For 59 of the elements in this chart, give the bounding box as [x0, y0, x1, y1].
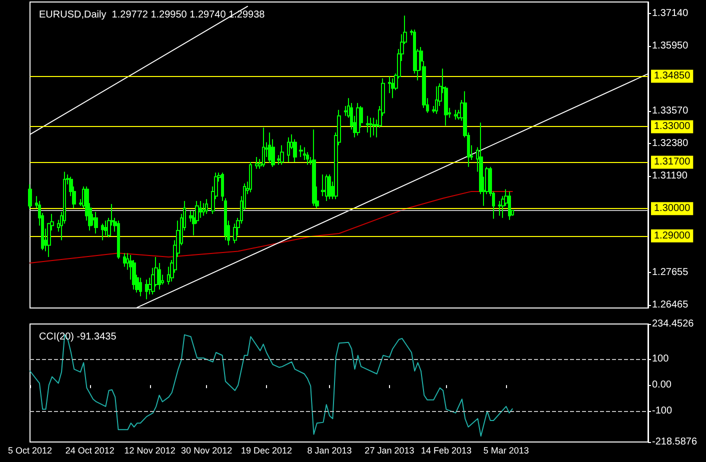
x-tick-label: 19 Dec 2012	[240, 446, 292, 456]
y-tick-label: 1.31190	[652, 170, 688, 182]
line-series	[30, 190, 513, 264]
candlestick	[123, 252, 126, 268]
candlestick	[388, 76, 391, 94]
y-tick-label: 1.26465	[652, 300, 689, 311]
line-series	[30, 334, 513, 437]
x-tick-label: 8 Jan 2013	[307, 446, 352, 456]
candlestick	[328, 174, 331, 200]
candlestick	[145, 279, 148, 300]
x-tick-label: 30 Nov 2012	[181, 446, 232, 456]
candlestick	[391, 78, 394, 99]
candlestick	[454, 109, 457, 120]
candlestick	[299, 144, 303, 158]
candlestick	[435, 86, 438, 114]
candlestick	[498, 200, 502, 216]
candlestick	[268, 132, 271, 164]
candlestick	[28, 184, 32, 210]
ref-line-label: 1.33000	[654, 121, 691, 132]
candlestick	[372, 117, 375, 136]
candlestick	[369, 117, 372, 138]
x-tick-label: 27 Jan 2013	[364, 446, 414, 456]
candlestick	[139, 277, 142, 297]
x-tick-label: 5 Mar 2013	[483, 446, 529, 456]
candlestick	[255, 156, 259, 170]
y-tick-label: 100	[652, 354, 670, 365]
candlestick	[325, 174, 328, 202]
y-tick-label: 1.32380	[652, 138, 689, 150]
y-tick-label: 234.4526	[652, 318, 694, 330]
candlestick	[280, 144, 284, 166]
candlestick	[132, 259, 136, 290]
ref-line-label: 1.31700	[654, 156, 691, 168]
y-tick-label: 1.35950	[652, 40, 689, 52]
y-tick-label: 1.33570	[652, 106, 689, 117]
ref-line-label: 1.29000	[654, 230, 691, 242]
y-tick-label: 1.27655	[652, 267, 689, 278]
x-tick-label: 14 Feb 2013	[420, 446, 472, 456]
candlestick	[293, 138, 297, 162]
candlestick	[101, 223, 104, 241]
ref-line-label: 1.30000	[654, 203, 691, 214]
candlestick	[303, 146, 306, 161]
candlestick	[321, 174, 325, 197]
x-tick-label: 24 Oct 2012	[65, 446, 114, 456]
ref-line-label: 1.34850	[654, 70, 691, 82]
y-tick-label: 0.00	[652, 380, 672, 391]
candlestick	[117, 220, 120, 260]
y-tick-label: 1.37140	[652, 8, 689, 20]
y-tick-label: -218.5876	[652, 436, 698, 448]
candlestick	[94, 211, 98, 234]
x-tick-label: 12 Nov 2012	[124, 446, 176, 456]
candlestick	[249, 161, 252, 193]
candlestick	[287, 136, 290, 162]
candlestick	[205, 198, 208, 214]
candlestick	[202, 202, 205, 216]
x-tick-label: 5 Oct 2012	[8, 446, 52, 456]
y-tick-label: -100	[652, 406, 672, 417]
candlestick	[508, 190, 511, 220]
candlestick	[262, 127, 265, 168]
candlestick	[312, 128, 316, 206]
